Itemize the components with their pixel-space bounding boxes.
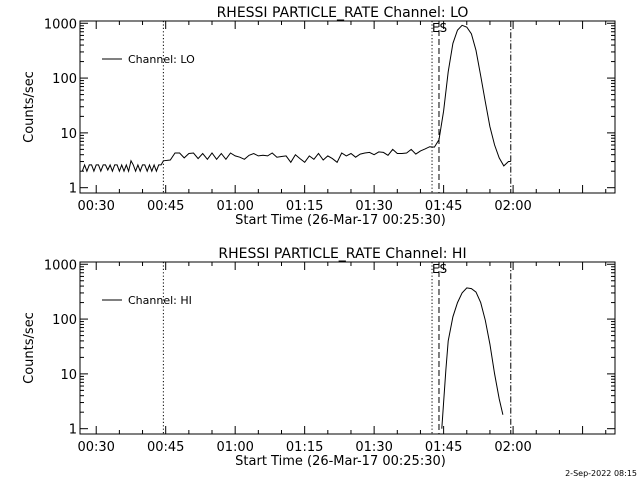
y-tick-label: 10 xyxy=(60,368,77,383)
x-tick-label: 02:00 xyxy=(494,199,531,214)
marker-label-es: ES xyxy=(432,21,447,35)
event-markers: ES xyxy=(162,21,512,193)
x-tick-label: 01:00 xyxy=(216,440,253,455)
legend-label: Channel: LO xyxy=(128,53,195,66)
legend: Channel: HI xyxy=(102,294,192,307)
series-line-channel-hi xyxy=(441,287,504,429)
series-line-channel-lo xyxy=(81,24,511,173)
x-axis: 00:30 00:45 01:00 01:15 01:30 01:45 02:00 Start… xyxy=(77,262,607,469)
y-tick-label: 100 xyxy=(52,313,77,328)
plot-frame xyxy=(79,20,616,194)
x-tick-label: 00:30 xyxy=(77,440,114,455)
y-axis-label: Counts/sec xyxy=(22,71,37,143)
y-tick-label: 1000 xyxy=(44,258,77,273)
y-tick-label: 1 xyxy=(69,182,77,197)
x-tick-label: 01:45 xyxy=(425,199,462,214)
x-tick-label: 01:45 xyxy=(425,440,462,455)
x-tick-label: 00:45 xyxy=(147,199,184,214)
x-tick-label: 01:15 xyxy=(286,440,323,455)
x-axis-label: Start Time (26-Mar-17 00:25:30) xyxy=(235,213,446,228)
x-tick-label: 00:45 xyxy=(147,440,184,455)
y-tick-label: 100 xyxy=(52,72,77,87)
marker-label-es: ES xyxy=(432,262,447,276)
event-markers: ES xyxy=(162,262,512,434)
date-stamp: 2-Sep-2022 08:15 xyxy=(565,469,637,478)
x-tick-label: 01:30 xyxy=(355,440,392,455)
legend: Channel: LO xyxy=(102,53,195,66)
y-axis: 1 10 100 1000 Counts/sec xyxy=(22,258,615,438)
chart-title: RHESSI PARTICLE_RATE Channel: HI xyxy=(218,246,466,262)
x-tick-label: 00:30 xyxy=(77,199,114,214)
x-tick-label: 01:30 xyxy=(355,199,392,214)
y-axis-label: Counts/sec xyxy=(22,312,37,384)
y-tick-label: 10 xyxy=(60,127,77,142)
x-tick-label: 01:00 xyxy=(216,199,253,214)
legend-label: Channel: HI xyxy=(128,294,192,307)
x-tick-label: 01:15 xyxy=(286,199,323,214)
x-axis: 00:30 00:45 01:00 01:15 01:30 01:45 02:00 Start… xyxy=(77,21,607,228)
x-tick-label: 02:00 xyxy=(494,440,531,455)
y-tick-label: 1 xyxy=(69,423,77,438)
y-tick-label: 1000 xyxy=(44,17,77,32)
plot-frame xyxy=(79,261,616,435)
y-axis: 1 10 100 1000 Counts/sec xyxy=(22,17,615,197)
chart-title: RHESSI PARTICLE_RATE Channel: LO xyxy=(217,5,469,21)
x-axis-label: Start Time (26-Mar-17 00:25:30) xyxy=(235,454,446,469)
